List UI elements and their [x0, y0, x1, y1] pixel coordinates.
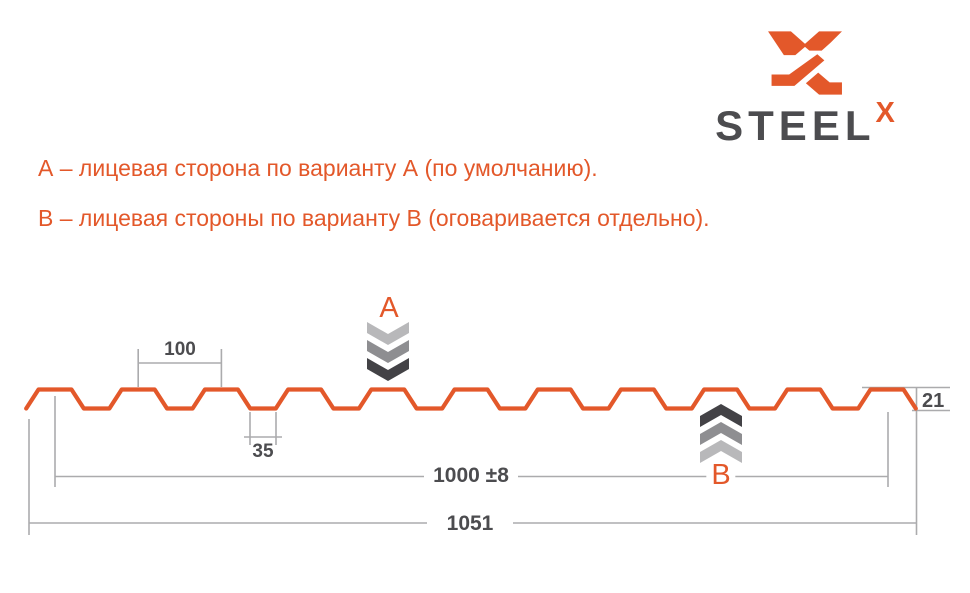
arrow-b-chevrons-icon	[700, 404, 742, 463]
steelx-x-icon	[768, 31, 842, 95]
x-icon-center-band	[771, 54, 825, 86]
x-icon-top-right-arm	[803, 31, 842, 51]
x-icon-top-left-arm	[768, 31, 807, 56]
dim-label-working-width: 1000 ±8	[426, 465, 516, 486]
steelx-logo: STEEL X	[700, 25, 910, 147]
dimension-lines	[28, 349, 950, 535]
face-marker-b: В	[706, 461, 736, 490]
chevron-up-icon	[700, 440, 742, 463]
dim-label-valley-width: 35	[252, 441, 274, 462]
logo-wordmark: STEEL X	[700, 99, 910, 149]
chevron-down-icon	[367, 322, 409, 345]
sheet-profile-line	[24, 387, 918, 411]
description-line-b: В – лицевая стороны по варианту В (огова…	[38, 205, 710, 231]
logo-wordmark-sup: X	[875, 97, 895, 129]
logo-wordmark-text: STEEL	[715, 102, 876, 149]
dim-label-profile-height: 21	[922, 390, 945, 412]
chevron-down-icon	[367, 340, 409, 363]
x-icon-bottom-right-arm	[805, 72, 842, 95]
chevron-up-icon	[700, 404, 742, 427]
chevron-up-icon	[700, 422, 742, 445]
dim-label-overall-width: 1051	[437, 513, 503, 534]
arrow-a-chevrons-icon	[367, 322, 409, 381]
description-line-a: А – лицевая сторона по варианту А (по ум…	[38, 155, 598, 181]
chevron-down-icon	[367, 358, 409, 381]
dim-label-pitch: 100	[164, 339, 196, 360]
face-marker-a: А	[379, 292, 399, 324]
